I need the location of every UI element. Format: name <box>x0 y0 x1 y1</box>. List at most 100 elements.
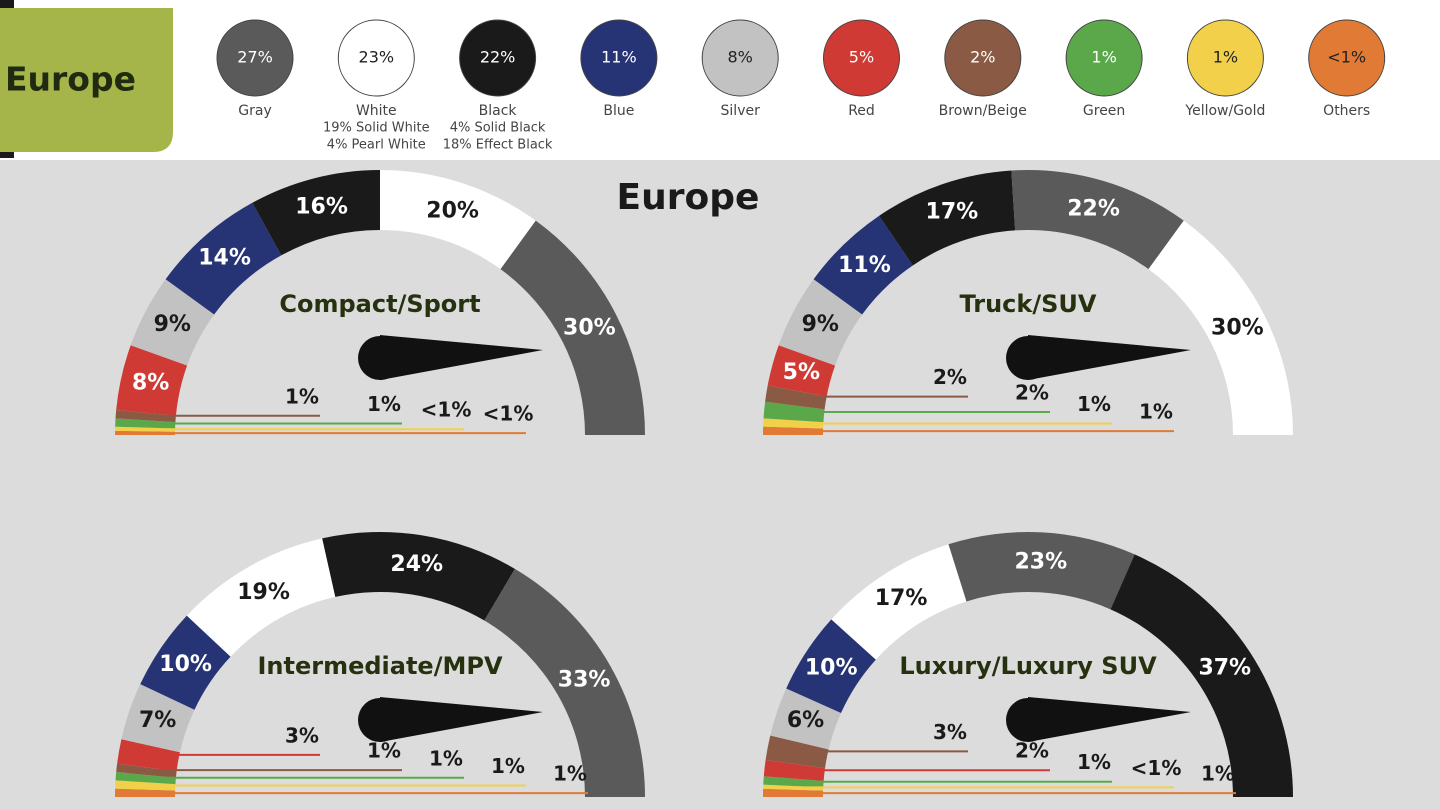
gauge-segment <box>252 170 380 256</box>
swatch-value: 5% <box>849 48 874 67</box>
swatch-value: 27% <box>237 48 273 67</box>
needle <box>1028 335 1191 380</box>
swatch-value: 1% <box>1091 48 1116 67</box>
gauge-segment <box>948 532 1135 610</box>
segment-label: 3% <box>933 720 967 744</box>
segment-label: 20% <box>426 199 479 224</box>
gauge-title: Intermediate/MPV <box>257 652 502 680</box>
needle-hub <box>358 336 402 380</box>
gauge-title: Compact/Sport <box>279 290 480 318</box>
swatch-label: Black <box>479 103 518 119</box>
segment-label: 2% <box>933 365 967 389</box>
swatch-label: Blue <box>603 103 634 119</box>
needle <box>380 697 543 742</box>
gauge-segment <box>1148 220 1293 435</box>
swatch-label: Green <box>1083 103 1125 119</box>
segment-label: 5% <box>783 360 820 385</box>
swatch <box>701 19 779 97</box>
segment-label: 2% <box>1015 739 1049 763</box>
segment-label: 7% <box>139 708 176 733</box>
swatch-label: Gray <box>238 103 271 119</box>
gauge-segment <box>879 170 1016 266</box>
gauge-segment <box>767 345 836 397</box>
segment-label: 22% <box>1067 196 1120 221</box>
swatch <box>1065 19 1143 97</box>
gauge-segment <box>831 544 967 660</box>
swatch <box>823 19 900 97</box>
gauge-segment <box>770 688 841 750</box>
swatch-detail: 4% Pearl White <box>327 138 426 153</box>
gauge-title: Truck/SUV <box>960 290 1097 318</box>
swatch-value: 8% <box>728 48 753 67</box>
segment-label: 1% <box>367 739 401 763</box>
segment-label: 30% <box>1211 315 1264 340</box>
gauge-segment <box>130 279 215 366</box>
segment-label: 19% <box>237 580 290 605</box>
segment-label: 3% <box>285 723 319 747</box>
swatch-label: White <box>356 103 397 119</box>
swatch-value: <1% <box>1327 48 1366 67</box>
swatch-value: 22% <box>480 48 516 67</box>
segment-label: 14% <box>198 246 251 271</box>
segment-label: 1% <box>1077 750 1111 774</box>
swatch-value: 1% <box>1213 48 1238 67</box>
region-tab <box>0 8 173 152</box>
swatch-value: 2% <box>970 48 995 67</box>
swatch-label: Others <box>1323 103 1370 119</box>
gauge-title: Luxury/Luxury SUV <box>899 652 1157 680</box>
swatch-label: Yellow/Gold <box>1184 103 1265 119</box>
swatch-value: 11% <box>601 48 637 67</box>
segment-label: 30% <box>563 315 616 340</box>
segment-label: 1% <box>1077 392 1111 416</box>
gauge-segment <box>813 215 913 315</box>
gauge-segment <box>778 279 863 366</box>
segment-label: 9% <box>154 312 191 337</box>
swatch-label: Brown/Beige <box>939 103 1027 119</box>
needle-hub <box>358 698 402 742</box>
segment-label: <1% <box>421 398 472 422</box>
segment-label: 8% <box>132 371 169 396</box>
swatch-value: 23% <box>359 48 395 67</box>
gauge-segment <box>1011 170 1184 270</box>
swatch <box>580 19 658 97</box>
segment-label: 1% <box>1139 400 1173 424</box>
segment-label: <1% <box>483 402 534 426</box>
segment-label: 11% <box>838 253 891 278</box>
segment-label: 37% <box>1198 656 1251 681</box>
segment-label: 9% <box>802 312 839 337</box>
swatch <box>1308 19 1386 97</box>
gauge-segment <box>116 345 188 416</box>
gauge-segment <box>186 538 336 657</box>
swatch-detail: 18% Effect Black <box>443 138 553 153</box>
segment-label: 1% <box>429 746 463 770</box>
segment-label: 2% <box>1015 380 1049 404</box>
segment-label: 16% <box>295 194 348 219</box>
swatch <box>944 19 1022 97</box>
gauge-segment <box>1110 554 1293 797</box>
chart-title: Europe <box>617 177 760 218</box>
segment-label: 1% <box>553 762 587 786</box>
segment-label: 1% <box>491 754 525 778</box>
gauge-segment <box>322 532 515 621</box>
swatch-label: Silver <box>721 103 761 119</box>
gauge-segment <box>121 684 195 753</box>
segment-label: 23% <box>1015 549 1068 574</box>
segment-label: 6% <box>787 708 824 733</box>
gauge-segment <box>786 619 876 714</box>
gauge-segment <box>140 615 231 710</box>
segment-label: 10% <box>159 652 212 677</box>
segment-label: 17% <box>926 200 979 225</box>
segment-label: 17% <box>875 586 928 611</box>
segment-label: 24% <box>390 552 443 577</box>
swatch <box>337 19 415 97</box>
swatch <box>1186 19 1264 97</box>
needle-hub <box>1006 698 1050 742</box>
gauge-segment <box>380 170 536 270</box>
gauge-segment <box>484 568 645 797</box>
segment-label: 33% <box>558 668 611 693</box>
needle-hub <box>1006 336 1050 380</box>
swatch-detail: 19% Solid White <box>323 121 430 136</box>
segment-label: 1% <box>285 384 319 408</box>
gauge-segment <box>165 202 282 315</box>
